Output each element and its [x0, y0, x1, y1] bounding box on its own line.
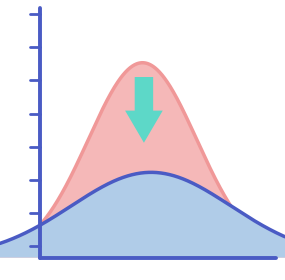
FancyArrow shape [128, 78, 160, 140]
